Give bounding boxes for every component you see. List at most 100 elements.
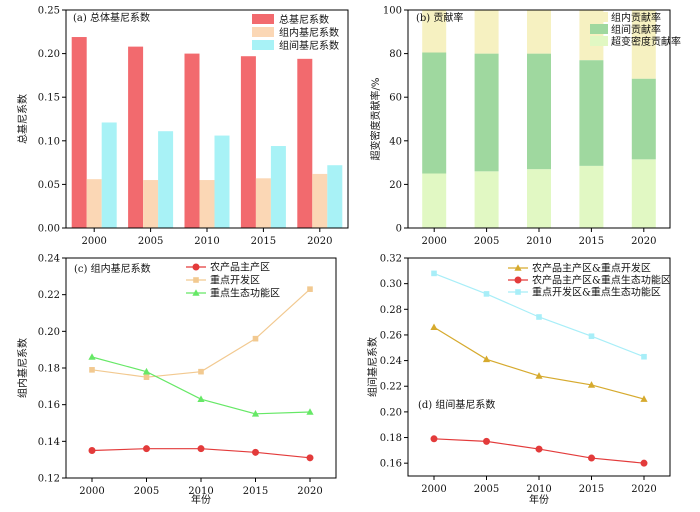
bar-组间贡献率-2015 [579, 60, 604, 166]
legend-swatch [252, 14, 274, 24]
y-axis-label: 组内基尼系数 [16, 338, 29, 398]
series-line [433, 326, 645, 400]
legend-marker [192, 263, 200, 271]
y-tick-label: 80 [389, 49, 402, 60]
y-tick-label: 60 [389, 93, 402, 104]
data-point-2015 [252, 335, 259, 342]
line-series-农产品主产区&重点开发区 [430, 323, 648, 402]
x-tick-label: 2005 [474, 236, 499, 247]
data-point-2000 [88, 447, 96, 454]
data-point-2010 [535, 445, 543, 453]
x-tick-label: 2010 [188, 486, 213, 497]
y-tick-label: 0.05 [38, 180, 60, 191]
y-axis-label: 超变密度贡献率/% [369, 78, 382, 161]
legend-label: 农产品主产区 [210, 261, 270, 274]
legend-label: 重点开发区 [210, 274, 260, 287]
data-point-2020 [306, 454, 314, 462]
data-point-2015 [588, 454, 595, 462]
y-tick-label: 0.28 [380, 305, 402, 316]
bar-总基尼系数-2020 [297, 58, 313, 228]
bar-组间基尼系数-2000 [101, 122, 117, 228]
bar-组间贡献率-2000 [422, 52, 447, 174]
bar-组间贡献率-2020 [631, 78, 656, 160]
x-tick-label: 2020 [631, 484, 656, 495]
x-tick-label: 2015 [243, 486, 268, 497]
line-series-重点开发区&重点生态功能区 [431, 270, 647, 360]
y-tick-label: 0.30 [380, 279, 402, 290]
legend-swatch [590, 36, 608, 46]
panel-title: (a) 总体基尼系数 [73, 11, 150, 24]
y-axis-label: 组间基尼系数 [366, 337, 379, 397]
y-tick-label: 0.15 [38, 93, 60, 104]
line-series-重点开发区 [89, 286, 313, 380]
legend-label: 重点生态功能区 [210, 287, 280, 300]
y-tick-label: 0.18 [380, 433, 402, 444]
data-point-2010 [535, 372, 543, 379]
series-line [91, 288, 311, 378]
plot-frame-c [65, 257, 337, 479]
bar-组内贡献率-2005 [474, 10, 499, 54]
x-axis-label: 年份 [191, 493, 211, 506]
bar-总基尼系数-2005 [128, 46, 144, 229]
y-tick-label: 0.25 [38, 6, 60, 17]
data-point-2005 [483, 291, 490, 297]
x-tick-label: 2020 [307, 236, 332, 247]
x-tick-label: 2000 [421, 236, 446, 247]
panel-title: (c) 组内基尼系数 [74, 262, 151, 275]
legend-label: 组间贡献率 [611, 23, 661, 36]
y-tick-label: 0.20 [380, 407, 402, 418]
bar-组间基尼系数-2020 [327, 165, 343, 228]
series-line [91, 356, 311, 415]
legend-marker [514, 276, 522, 284]
y-tick-label: 0.24 [38, 254, 60, 265]
data-point-2005 [143, 374, 150, 380]
legend-marker [515, 289, 521, 295]
bar-组间基尼系数-2005 [158, 131, 174, 228]
y-tick-label: 0.32 [380, 254, 402, 265]
y-tick-label: 0.22 [38, 290, 60, 301]
legend-label: 组内基尼系数 [279, 26, 339, 39]
bar-组内基尼系数-2015 [255, 178, 271, 228]
bar-组间基尼系数-2015 [270, 146, 286, 228]
bar-组内基尼系数-2020 [312, 173, 328, 228]
bar-超变密度贡献率-2005 [474, 171, 499, 228]
legend-label: 组间基尼系数 [279, 39, 339, 52]
legend-label: 农产品主产区&重点生态功能区 [532, 274, 671, 287]
data-point-2020 [640, 395, 648, 402]
x-axis-label: 年份 [529, 493, 549, 506]
stacked-bar-group [422, 10, 656, 228]
y-tick-label: 20 [389, 180, 402, 191]
x-tick-label: 2015 [579, 484, 604, 495]
y-tick-label: 0 [396, 224, 402, 235]
y-tick-label: 0.14 [38, 437, 60, 448]
data-point-2000 [431, 270, 437, 277]
data-point-2010 [197, 445, 205, 453]
data-point-2020 [641, 353, 647, 360]
bar-组内贡献率-2020 [631, 10, 656, 79]
legend-label: 超变密度贡献率 [611, 35, 681, 48]
x-tick-label: 2010 [194, 236, 219, 247]
bar-超变密度贡献率-2000 [422, 173, 447, 228]
data-point-2010 [198, 368, 204, 375]
x-tick-label: 2010 [526, 236, 551, 247]
data-point-2005 [143, 445, 150, 453]
data-point-2020 [640, 459, 648, 467]
bar-组间贡献率-2010 [527, 53, 551, 170]
bar-超变密度贡献率-2015 [579, 165, 604, 228]
bar-组内贡献率-2000 [422, 10, 447, 53]
data-point-2000 [430, 435, 438, 443]
data-point-2020 [307, 286, 313, 292]
data-point-2010 [536, 314, 542, 320]
bar-总基尼系数-2010 [184, 53, 200, 228]
y-tick-label: 0.16 [380, 459, 402, 470]
y-tick-label: 0.00 [38, 224, 60, 235]
data-point-2000 [430, 323, 438, 331]
data-point-2005 [142, 367, 151, 375]
legend-marker [514, 264, 522, 271]
legend-marker [192, 289, 200, 296]
x-tick-label: 2020 [631, 236, 656, 247]
data-point-2000 [88, 353, 96, 360]
x-tick-label: 2000 [79, 486, 104, 497]
x-tick-label: 2000 [421, 484, 446, 495]
